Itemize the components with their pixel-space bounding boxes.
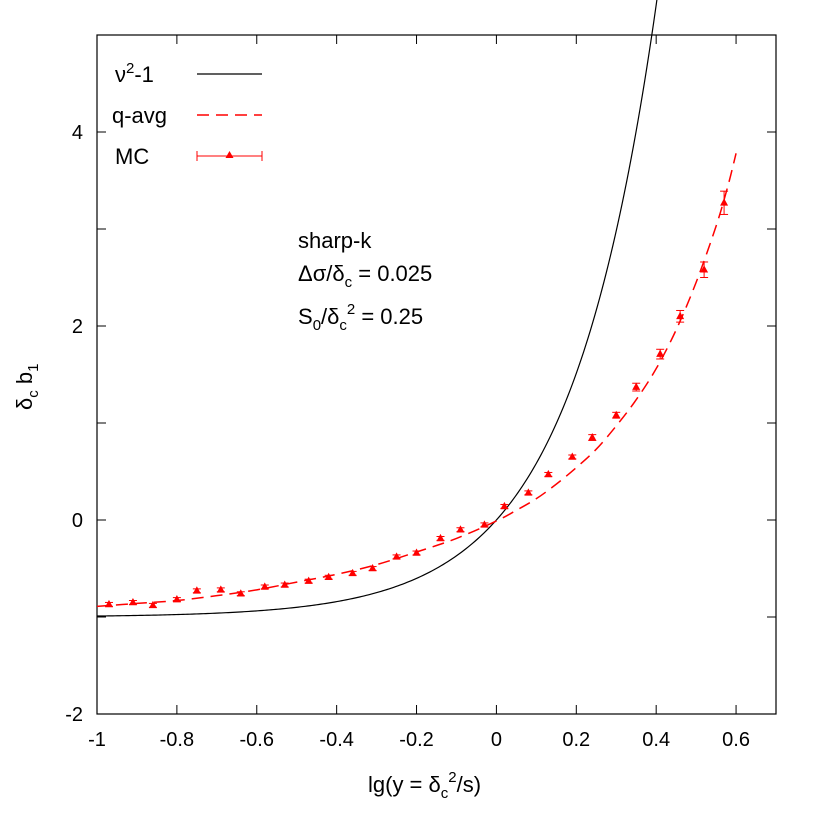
mc-data-point: [128, 597, 137, 606]
mc-marker: [612, 410, 621, 419]
y-tick-label: 4: [72, 122, 83, 144]
mc-marker: [236, 589, 245, 597]
mc-data-point: [368, 564, 377, 572]
mc-marker: [524, 488, 533, 496]
legend-label-qavg: q-avg: [112, 103, 167, 128]
annotation-delta-sigma: Δσ/δc = 0.025: [298, 261, 432, 291]
mc-marker: [324, 572, 333, 581]
mc-marker: [456, 525, 465, 533]
mc-data-point: [216, 585, 225, 593]
mc-data-point: [192, 586, 201, 594]
mc-marker: [676, 311, 685, 320]
mc-data-point: [700, 261, 709, 278]
mc-marker: [480, 520, 489, 528]
mc-marker: [656, 349, 665, 357]
mc-data-point: [348, 568, 357, 577]
x-tick-label: -0.2: [399, 729, 433, 751]
mc-data-point: [236, 589, 245, 597]
mc-marker: [392, 552, 401, 560]
mc-marker: [104, 599, 113, 608]
mc-data-point: [632, 382, 641, 392]
mc-data-point: [148, 600, 157, 609]
x-tick-label: 0.6: [722, 729, 750, 751]
mc-data-point: [656, 348, 665, 360]
mc-data-point: [412, 548, 421, 556]
mc-data-point: [500, 501, 509, 510]
plot-frame: [96, 34, 777, 715]
x-tick-label: -0.4: [319, 729, 353, 751]
mc-marker: [544, 469, 553, 478]
annotation-block: sharp-k Δσ/δc = 0.025 S0/δc2 = 0.25: [298, 228, 432, 334]
x-axis-title: lg(y = δc2/s): [368, 769, 481, 802]
mc-marker: [304, 576, 313, 584]
legend: ν2-1 q-avg MC: [112, 60, 263, 169]
legend-label-mc: MC: [115, 144, 149, 169]
y-tick-label: 0: [72, 510, 83, 532]
x-tick-label: -0.6: [240, 729, 274, 751]
mc-data-point: [612, 410, 621, 419]
x-tick-label: 0.2: [562, 729, 590, 751]
ticks-layer: -1 -0.8 -0.6 -0.4 -0.2 0 0.2 0.4 0.6 -2 0 2 4: [65, 35, 776, 751]
mc-marker: [172, 595, 181, 603]
mc-data-point: [676, 309, 685, 323]
x-tick-label: -1: [88, 729, 106, 751]
mc-data-point: [392, 552, 401, 560]
mc-data-point: [172, 595, 181, 603]
mc-data-point: [324, 572, 333, 581]
mc-data-point: [280, 580, 289, 588]
legend-marker-mc: [196, 151, 263, 161]
annotation-s0: S0/δc2 = 0.25: [298, 301, 423, 334]
mc-marker: [216, 585, 225, 593]
mc-marker: [412, 548, 421, 556]
legend-label-nu: ν2-1: [115, 60, 154, 87]
mc-data-point: [260, 582, 269, 590]
annotation-sharp-k: sharp-k: [298, 228, 372, 253]
y-axis-title: δc b1: [12, 364, 42, 410]
mc-marker: [192, 586, 201, 594]
mc-data-point: [480, 520, 489, 528]
mc-marker: [500, 501, 509, 510]
series-q-avg-line: [96, 153, 737, 608]
mc-marker: [368, 564, 377, 572]
mc-marker: [568, 452, 577, 460]
x-tick-label: 0.4: [642, 729, 670, 751]
mc-data-point: [588, 433, 597, 441]
y-tick-label: -2: [65, 704, 83, 726]
mc-data-point: [720, 190, 729, 215]
mc-marker: [148, 600, 157, 609]
mc-data-point: [456, 525, 465, 533]
points-layer: [104, 190, 729, 609]
mc-data-point: [436, 533, 445, 542]
mc-data-point: [304, 576, 313, 584]
curves-layer: [96, 0, 737, 617]
mc-data-point: [104, 599, 113, 608]
mc-marker: [632, 382, 641, 390]
mc-marker: [436, 533, 445, 542]
mc-marker: [280, 580, 289, 588]
mc-data-point: [568, 452, 577, 460]
mc-marker: [260, 582, 269, 590]
x-tick-label: 0: [491, 729, 502, 751]
mc-marker: [348, 568, 357, 577]
y-tick-label: 2: [72, 316, 83, 338]
x-tick-label: -0.8: [160, 729, 194, 751]
series-nu2-minus-1-line: [96, 0, 658, 617]
mc-data-point: [544, 469, 553, 478]
mc-marker: [720, 198, 729, 206]
mc-marker: [588, 433, 597, 441]
mc-data-point: [524, 488, 533, 496]
mc-marker: [700, 265, 709, 273]
mc-marker: [128, 597, 137, 606]
